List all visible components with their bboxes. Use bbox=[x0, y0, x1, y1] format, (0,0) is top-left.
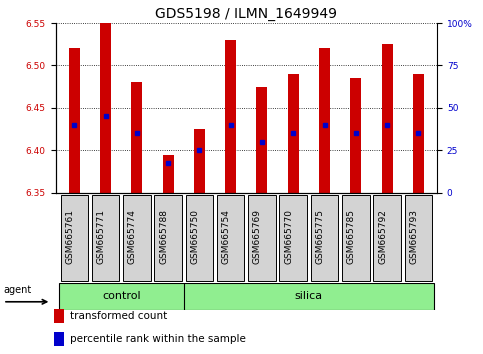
Text: GSM665774: GSM665774 bbox=[128, 209, 137, 264]
Text: GSM665771: GSM665771 bbox=[97, 209, 106, 264]
Text: GSM665785: GSM665785 bbox=[347, 209, 356, 264]
FancyBboxPatch shape bbox=[405, 195, 432, 281]
Bar bbox=[194, 129, 205, 193]
Text: GSM665761: GSM665761 bbox=[65, 209, 74, 264]
FancyBboxPatch shape bbox=[248, 195, 276, 281]
FancyBboxPatch shape bbox=[155, 195, 182, 281]
Bar bbox=[100, 23, 111, 193]
Bar bbox=[69, 48, 80, 193]
FancyBboxPatch shape bbox=[123, 195, 151, 281]
Text: GSM665793: GSM665793 bbox=[410, 209, 418, 264]
Text: silica: silica bbox=[295, 291, 323, 302]
FancyBboxPatch shape bbox=[92, 195, 119, 281]
Bar bbox=[413, 74, 424, 193]
Bar bbox=[54, 309, 64, 323]
Text: agent: agent bbox=[3, 285, 31, 295]
FancyBboxPatch shape bbox=[58, 283, 434, 310]
Text: percentile rank within the sample: percentile rank within the sample bbox=[70, 334, 246, 344]
Text: control: control bbox=[102, 291, 141, 302]
FancyBboxPatch shape bbox=[373, 195, 401, 281]
Text: GSM665754: GSM665754 bbox=[222, 209, 231, 264]
Bar bbox=[131, 82, 142, 193]
Bar bbox=[225, 40, 236, 193]
Bar bbox=[288, 74, 298, 193]
Bar bbox=[256, 87, 268, 193]
FancyBboxPatch shape bbox=[311, 195, 338, 281]
Bar bbox=[350, 78, 361, 193]
Text: transformed count: transformed count bbox=[70, 311, 167, 321]
Bar bbox=[319, 48, 330, 193]
Text: GSM665788: GSM665788 bbox=[159, 209, 168, 264]
Bar bbox=[382, 44, 393, 193]
Text: GSM665770: GSM665770 bbox=[284, 209, 293, 264]
Title: GDS5198 / ILMN_1649949: GDS5198 / ILMN_1649949 bbox=[156, 7, 337, 21]
FancyBboxPatch shape bbox=[60, 195, 88, 281]
FancyBboxPatch shape bbox=[280, 195, 307, 281]
FancyBboxPatch shape bbox=[342, 195, 369, 281]
Bar bbox=[163, 155, 173, 193]
FancyBboxPatch shape bbox=[185, 195, 213, 281]
Text: GSM665792: GSM665792 bbox=[378, 209, 387, 264]
Bar bbox=[54, 332, 64, 346]
Text: GSM665775: GSM665775 bbox=[315, 209, 325, 264]
FancyBboxPatch shape bbox=[217, 195, 244, 281]
Text: GSM665750: GSM665750 bbox=[190, 209, 199, 264]
Text: GSM665769: GSM665769 bbox=[253, 209, 262, 264]
